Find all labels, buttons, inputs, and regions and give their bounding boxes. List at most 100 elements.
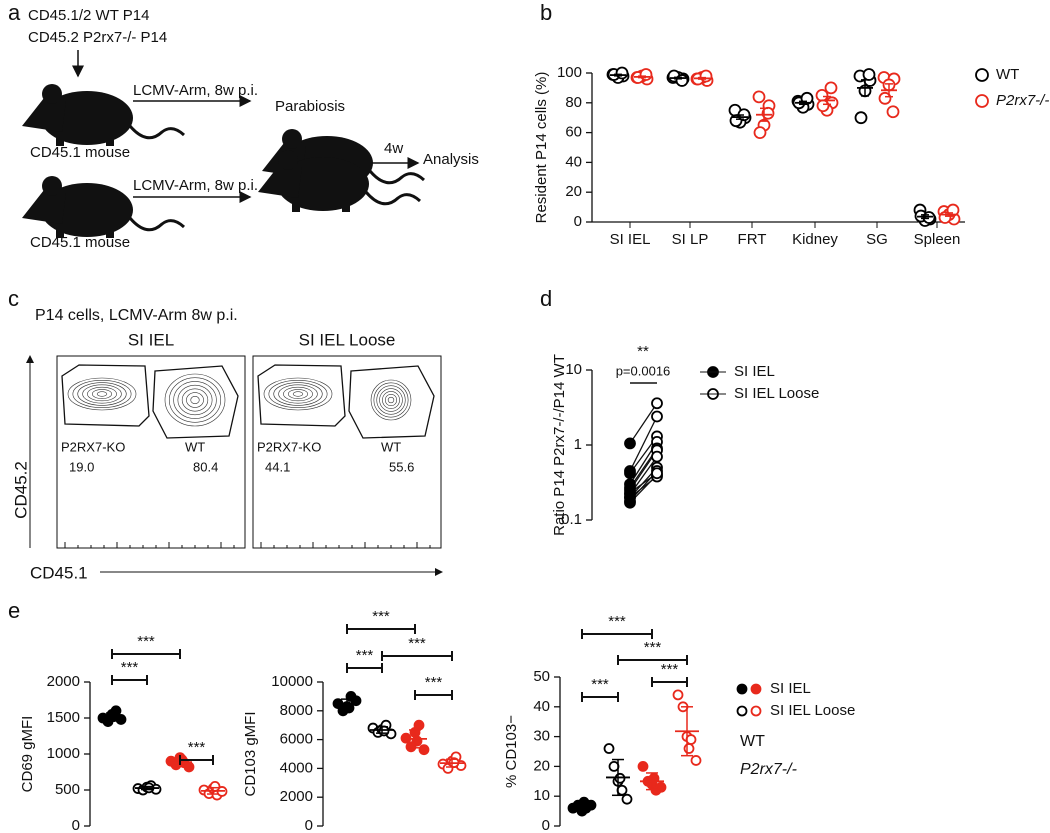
data-point <box>209 781 221 792</box>
panel-label: e <box>8 598 20 623</box>
contour <box>91 389 113 399</box>
flow-title: P14 cells, LCMV-Arm 8w p.i. <box>35 307 238 324</box>
x-tick-label: SI IEL <box>610 231 651 248</box>
legend-label: P2rx7-/- <box>996 92 1049 109</box>
data-point <box>183 761 195 773</box>
legend-label: SI IEL Loose <box>770 702 855 719</box>
legend-marker <box>736 705 748 717</box>
y-tick-label: 2000 <box>280 788 313 805</box>
y-tick-label: 40 <box>565 153 582 170</box>
x-tick-label: Kidney <box>792 231 838 248</box>
y-tick-label: 500 <box>55 781 80 798</box>
y-tick-label: 20 <box>565 183 582 200</box>
gate-name: WT <box>185 439 205 454</box>
flow-plot-frame <box>56 355 246 549</box>
flow-plot-title: SI IEL <box>128 330 174 349</box>
contour <box>77 382 127 406</box>
data-point <box>411 735 423 747</box>
contour <box>370 379 412 421</box>
data-point <box>603 743 615 754</box>
y-tick-label: 10000 <box>271 673 313 690</box>
data-point <box>878 91 892 105</box>
legend-label: SI IEL <box>734 363 775 380</box>
pair-line <box>629 416 658 472</box>
genotype-label: P2rx7-/- <box>740 761 797 778</box>
data-point <box>655 781 667 793</box>
y-tick-label: 1000 <box>47 745 80 762</box>
data-point <box>690 755 702 766</box>
mouse-label: CD45.1 mouse <box>30 144 130 161</box>
contour <box>190 395 200 405</box>
legend-label: SI IEL Loose <box>734 385 819 402</box>
y-tick-label: 0.1 <box>561 511 582 528</box>
pair-line <box>629 402 658 444</box>
contour <box>181 388 209 412</box>
data-point <box>862 68 876 81</box>
contour <box>292 391 304 397</box>
y-tick-label: 100 <box>557 64 582 81</box>
gate-name: WT <box>381 439 401 454</box>
data-point <box>683 743 695 754</box>
contour <box>387 396 395 404</box>
significance: *** <box>591 676 609 693</box>
y-tick-label: 2000 <box>47 673 80 690</box>
y-axis-label: Resident P14 cells (%) <box>533 72 550 224</box>
y-tick-label: 30 <box>533 728 550 745</box>
infection-label: LCMV-Arm, 8w p.i. <box>133 177 258 194</box>
contour <box>164 373 226 427</box>
significance: *** <box>408 635 426 652</box>
significance: *** <box>188 739 206 756</box>
significance: *** <box>425 674 443 691</box>
p-value: p=0.0016 <box>616 363 671 378</box>
legend-marker <box>750 683 762 695</box>
significance: ** <box>637 343 649 360</box>
data-point <box>651 397 663 410</box>
data-point <box>854 111 868 125</box>
contour <box>278 384 318 404</box>
contour <box>379 388 403 412</box>
contour <box>173 381 217 419</box>
gate <box>152 365 239 439</box>
data-point <box>616 784 628 796</box>
data-point <box>637 761 649 772</box>
contour <box>186 392 204 408</box>
y-tick-label: 6000 <box>280 731 313 748</box>
y-tick-label: 1500 <box>47 709 80 726</box>
contour <box>72 379 132 409</box>
legend-marker <box>975 94 989 108</box>
data-point <box>418 744 430 756</box>
panel-label: c <box>8 286 19 311</box>
y-axis-label: Ratio P14 P2rx7-/-/P14 WT <box>551 354 568 536</box>
y-tick-label: 20 <box>533 757 550 774</box>
y-tick-label: 1 <box>574 436 582 453</box>
panel-label: b <box>540 0 552 25</box>
legend-marker <box>736 683 748 695</box>
panel-label: d <box>540 286 552 311</box>
y-tick-label: 60 <box>565 124 582 141</box>
panel-label: a <box>8 0 21 25</box>
data-point <box>578 796 590 808</box>
contour <box>177 384 213 416</box>
data-point <box>886 105 900 119</box>
data-point <box>624 467 636 480</box>
significance: *** <box>608 613 626 630</box>
data-point <box>624 486 636 499</box>
contour <box>168 377 222 423</box>
contour <box>96 391 108 397</box>
significance: *** <box>137 633 155 650</box>
data-point <box>685 734 697 745</box>
data-point <box>672 689 684 701</box>
gate-value: 80.4 <box>193 459 218 474</box>
gate-value: 55.6 <box>389 459 414 474</box>
significance: *** <box>356 647 374 664</box>
contour <box>376 385 406 415</box>
contour <box>287 389 309 399</box>
x-tick-label: SG <box>866 231 888 248</box>
contour <box>384 393 398 407</box>
y-tick-label: 10 <box>533 787 550 804</box>
data-point <box>651 467 663 480</box>
mouse-label: CD45.1 mouse <box>30 234 130 251</box>
significance: *** <box>121 659 139 676</box>
gate <box>348 365 435 439</box>
